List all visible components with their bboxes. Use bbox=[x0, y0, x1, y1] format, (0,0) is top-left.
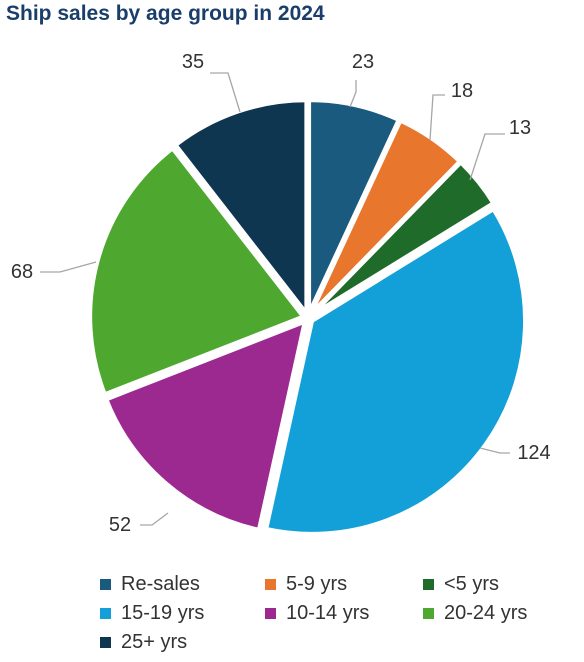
legend-label: 20-24 yrs bbox=[444, 602, 528, 624]
pie-slices bbox=[88, 98, 528, 536]
pie-slice-25-yrs bbox=[173, 98, 309, 316]
data-label: 35 bbox=[182, 51, 204, 73]
data-label: 18 bbox=[451, 80, 473, 102]
leader-line bbox=[210, 72, 241, 113]
pie-slice-20-24-yrs bbox=[88, 146, 306, 397]
legend-item: <5 yrs bbox=[423, 573, 570, 596]
data-label: 124 bbox=[517, 442, 550, 464]
leader-line bbox=[479, 447, 510, 454]
leader-line bbox=[469, 133, 505, 181]
pie-slice-15-19-yrs bbox=[264, 207, 528, 536]
data-label: 68 bbox=[11, 261, 33, 283]
pie-slice--5-yrs bbox=[309, 160, 496, 317]
legend-row: 25+ yrs bbox=[100, 628, 570, 657]
data-label: 52 bbox=[109, 514, 131, 536]
legend-swatch bbox=[100, 637, 111, 648]
leader-line bbox=[140, 512, 169, 526]
legend: Re-sales 5-9 yrs <5 yrs 15-19 yrs 10-14 yrs 2… bbox=[100, 570, 570, 657]
legend-item: 5-9 yrs bbox=[265, 573, 423, 596]
legend-label: 5-9 yrs bbox=[286, 573, 348, 595]
legend-row: Re-sales 5-9 yrs <5 yrs bbox=[100, 570, 570, 599]
legend-label: 15-19 yrs bbox=[121, 602, 205, 624]
legend-item: 20-24 yrs bbox=[423, 602, 570, 625]
legend-item: 25+ yrs bbox=[100, 631, 265, 654]
legend-item: 10-14 yrs bbox=[265, 602, 423, 625]
leader-line bbox=[429, 94, 445, 141]
legend-label: <5 yrs bbox=[444, 573, 500, 595]
legend-swatch bbox=[423, 608, 434, 619]
leader-line bbox=[40, 261, 97, 273]
legend-label: 10-14 yrs bbox=[286, 602, 370, 624]
legend-swatch bbox=[100, 579, 111, 590]
leader-line bbox=[349, 80, 357, 108]
leader-lines bbox=[40, 72, 510, 526]
legend-item: 15-19 yrs bbox=[100, 602, 265, 625]
legend-swatch bbox=[265, 608, 276, 619]
legend-swatch bbox=[100, 608, 111, 619]
legend-row: 15-19 yrs 10-14 yrs 20-24 yrs bbox=[100, 599, 570, 628]
data-labels: 23 18 13 124 52 68 35 bbox=[11, 51, 551, 536]
data-label: 13 bbox=[509, 117, 531, 139]
legend-swatch bbox=[423, 579, 434, 590]
data-label: 23 bbox=[352, 51, 374, 73]
legend-item: Re-sales bbox=[100, 573, 265, 596]
legend-swatch bbox=[265, 579, 276, 590]
legend-label: Re-sales bbox=[121, 573, 200, 595]
legend-label: 25+ yrs bbox=[121, 631, 188, 653]
chart-title: Ship sales by age group in 2024 bbox=[6, 2, 325, 25]
pie-slice-10-14-yrs bbox=[104, 319, 307, 532]
pie-slice-re-sales bbox=[307, 98, 401, 316]
